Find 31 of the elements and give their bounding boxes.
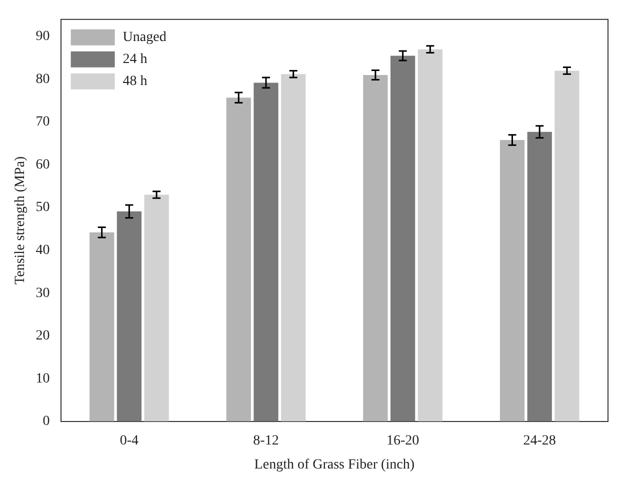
bar bbox=[527, 132, 552, 422]
bar bbox=[116, 211, 142, 422]
y-tick-label: 70 bbox=[36, 114, 50, 130]
y-tick-label: 30 bbox=[36, 286, 50, 301]
bar bbox=[226, 98, 251, 422]
bar bbox=[90, 232, 114, 422]
y-tick-label: 20 bbox=[36, 328, 50, 344]
bar bbox=[390, 56, 416, 422]
y-tick-label: 90 bbox=[36, 29, 50, 44]
y-axis-title: Tensile strength (MPa) bbox=[13, 156, 28, 284]
legend-label: 48 h bbox=[122, 74, 148, 90]
bar bbox=[363, 74, 388, 422]
legend-label: Unaged bbox=[122, 30, 166, 46]
bar bbox=[254, 82, 278, 422]
y-tick-label: 60 bbox=[36, 157, 50, 172]
y-tick-label: 10 bbox=[36, 371, 50, 386]
bar bbox=[418, 49, 442, 422]
x-tick-label: 16-20 bbox=[386, 433, 420, 448]
legend-label: 24 h bbox=[122, 52, 148, 68]
x-tick-label: 0-4 bbox=[120, 433, 139, 448]
y-tick-label: 80 bbox=[36, 72, 50, 87]
x-tick-label: 24-28 bbox=[523, 433, 556, 448]
bar bbox=[144, 194, 169, 422]
bar bbox=[554, 70, 580, 422]
x-tick-label: 8-12 bbox=[253, 433, 279, 448]
y-tick-label: 40 bbox=[36, 243, 50, 258]
y-tick-label: 0 bbox=[42, 414, 50, 430]
bar bbox=[281, 74, 306, 422]
x-axis-title: Length of Grass Fiber (inch) bbox=[254, 457, 415, 472]
bar bbox=[500, 140, 525, 422]
y-tick-label: 50 bbox=[36, 200, 50, 216]
